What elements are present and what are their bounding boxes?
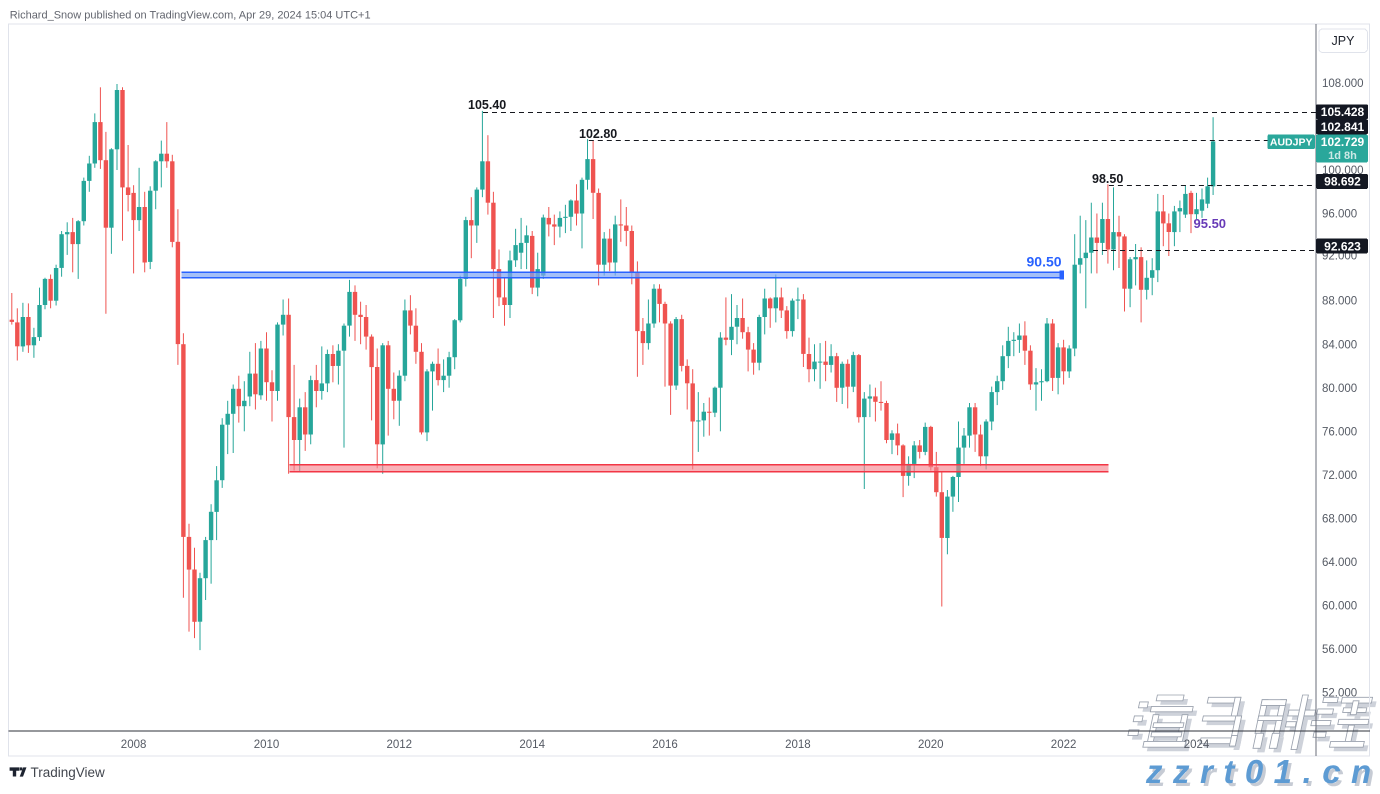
svg-text:2014: 2014 [519,739,545,751]
svg-text:108.000: 108.000 [1322,78,1364,90]
svg-text:2020: 2020 [918,739,944,751]
svg-text:2016: 2016 [652,739,678,751]
svg-text:1d 8h: 1d 8h [1328,150,1357,162]
svg-text:95.50: 95.50 [1194,216,1227,231]
svg-text:2024: 2024 [1184,739,1210,751]
svg-text:88.000: 88.000 [1322,296,1357,308]
svg-text:98.692: 98.692 [1324,175,1361,189]
svg-text:2008: 2008 [121,739,147,751]
svg-text:TradingView: TradingView [31,765,106,780]
svg-text:AUDJPY: AUDJPY [1270,137,1313,149]
svg-text:64.000: 64.000 [1322,557,1357,569]
svg-text:102.841: 102.841 [1321,120,1365,134]
svg-text:96.000: 96.000 [1322,209,1357,221]
svg-text:Richard_Snow published on Trad: Richard_Snow published on TradingView.co… [10,10,371,22]
svg-text:52.000: 52.000 [1322,688,1357,700]
svg-text:105.40: 105.40 [468,98,506,112]
svg-text:102.80: 102.80 [579,127,617,141]
svg-text:2012: 2012 [387,739,413,751]
svg-text:105.428: 105.428 [1321,105,1365,119]
svg-text:84.000: 84.000 [1322,339,1357,351]
svg-text:68.000: 68.000 [1322,514,1357,526]
svg-text:80.000: 80.000 [1322,383,1357,395]
svg-text:JPY: JPY [1332,34,1356,48]
svg-text:56.000: 56.000 [1322,644,1357,656]
svg-text:92.623: 92.623 [1324,239,1361,253]
svg-text:2018: 2018 [785,739,811,751]
svg-text:90.50: 90.50 [1027,254,1062,270]
svg-text:102.729: 102.729 [1321,135,1365,149]
svg-text:60.000: 60.000 [1322,601,1357,613]
svg-text:2022: 2022 [1051,739,1077,751]
svg-text:zzrt01.cn: zzrt01.cn [1145,753,1380,789]
svg-text:2010: 2010 [254,739,280,751]
svg-text:72.000: 72.000 [1322,470,1357,482]
svg-text:zzrt01.cn: zzrt01.cn [1148,756,1380,789]
svg-text:76.000: 76.000 [1322,426,1357,438]
svg-text:98.50: 98.50 [1092,172,1123,186]
